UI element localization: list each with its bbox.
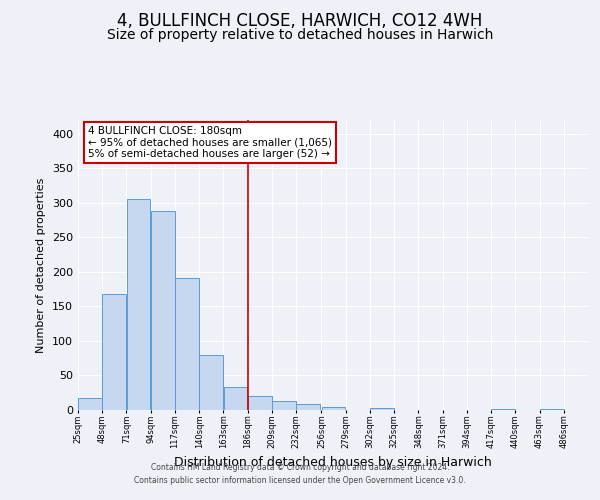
Bar — [491, 408, 515, 410]
Bar — [224, 387, 247, 410]
Bar — [540, 408, 563, 410]
Bar — [78, 398, 102, 410]
Bar — [175, 278, 199, 410]
Y-axis label: Number of detached properties: Number of detached properties — [37, 178, 46, 352]
Bar — [127, 200, 151, 410]
Bar — [199, 355, 223, 410]
Bar — [296, 404, 320, 410]
Text: Contains HM Land Registry data © Crown copyright and database right 2024.: Contains HM Land Registry data © Crown c… — [151, 464, 449, 472]
Bar — [272, 401, 296, 410]
Bar — [151, 211, 175, 410]
Bar — [103, 294, 126, 410]
Bar — [322, 406, 346, 410]
X-axis label: Distribution of detached houses by size in Harwich: Distribution of detached houses by size … — [174, 456, 492, 469]
Bar — [370, 408, 394, 410]
Text: 4, BULLFINCH CLOSE, HARWICH, CO12 4WH: 4, BULLFINCH CLOSE, HARWICH, CO12 4WH — [118, 12, 482, 30]
Text: Contains public sector information licensed under the Open Government Licence v3: Contains public sector information licen… — [134, 476, 466, 485]
Text: Size of property relative to detached houses in Harwich: Size of property relative to detached ho… — [107, 28, 493, 42]
Text: 4 BULLFINCH CLOSE: 180sqm
← 95% of detached houses are smaller (1,065)
5% of sem: 4 BULLFINCH CLOSE: 180sqm ← 95% of detac… — [88, 126, 332, 159]
Bar — [248, 396, 272, 410]
